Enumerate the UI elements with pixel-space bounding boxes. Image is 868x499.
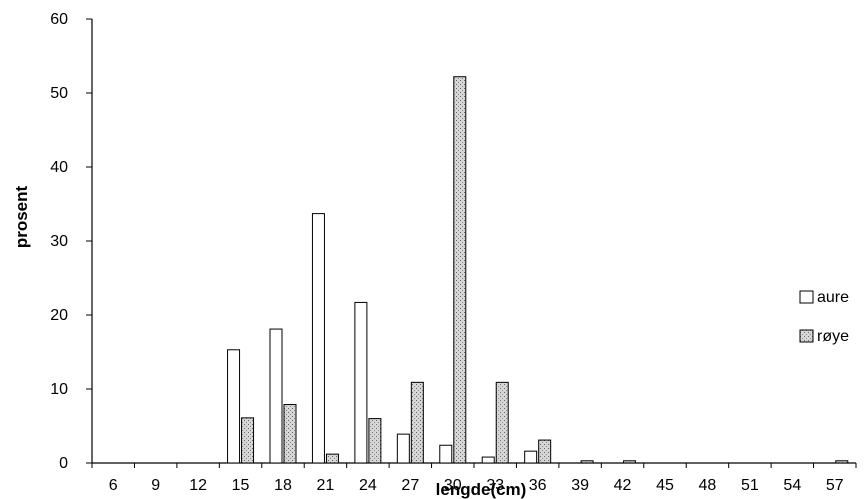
x-tick-label: 9 [151,477,160,494]
x-tick-label: 39 [571,477,589,494]
x-tick-label: 54 [783,477,801,494]
x-tick-label: 24 [359,477,377,494]
y-tick-label: 40 [50,159,68,176]
bar-roye [453,76,467,464]
x-tick-label: 30 [444,477,462,494]
y-axis-ticks: 0 10 20 30 40 50 60 [50,11,92,472]
bar-roye [241,417,255,464]
bar-roye [410,381,424,464]
bar-roye [835,460,849,464]
bar-roye [580,460,594,464]
bar-aure [396,433,410,464]
bar-roye [623,460,637,464]
y-axis-title: prosent [12,185,31,248]
x-tick-label: 57 [826,477,844,494]
y-tick-label: 10 [50,381,68,398]
bar-roye [368,418,382,464]
x-axis-ticks: 6 9 12 15 18 21 24 27 30 33 36 39 42 45 48 51 54 57 [91,463,857,494]
x-tick-label: 45 [656,477,674,494]
y-tick-label: 0 [59,455,68,472]
bar-aure [269,328,283,464]
x-tick-label: 48 [699,477,717,494]
bar-aure [524,450,538,464]
x-tick-label: 21 [317,477,335,494]
bar-aure [439,444,453,464]
x-tick-label: 15 [232,477,250,494]
legend-swatch-roye [799,329,814,343]
x-tick-label: 51 [741,477,759,494]
x-tick-label: 12 [189,477,207,494]
y-tick-label: 20 [50,307,68,324]
bar-roye [325,453,339,464]
plot-area [91,19,856,464]
legend: aure røye [799,289,849,345]
bar-roye [495,381,509,464]
x-tick-label: 42 [614,477,632,494]
bar-roye [538,439,552,464]
x-axis-title: lengde(cm) [436,480,527,499]
legend-label-aure: aure [817,289,849,306]
y-tick-label: 50 [50,85,68,102]
x-tick-label: 27 [401,477,419,494]
x-tick-label: 33 [486,477,504,494]
bar-aure [481,456,495,464]
legend-swatch-aure [799,290,814,304]
bar-aure [227,349,241,464]
x-tick-label: 18 [274,477,292,494]
legend-label-roye: røye [817,328,849,345]
x-tick-label: 6 [109,477,118,494]
bar-roye [283,404,297,464]
bar-aure [354,301,368,464]
x-tick-label: 36 [529,477,547,494]
y-tick-label: 30 [50,233,68,250]
bar-aure [311,213,325,464]
y-tick-label: 60 [50,11,68,28]
